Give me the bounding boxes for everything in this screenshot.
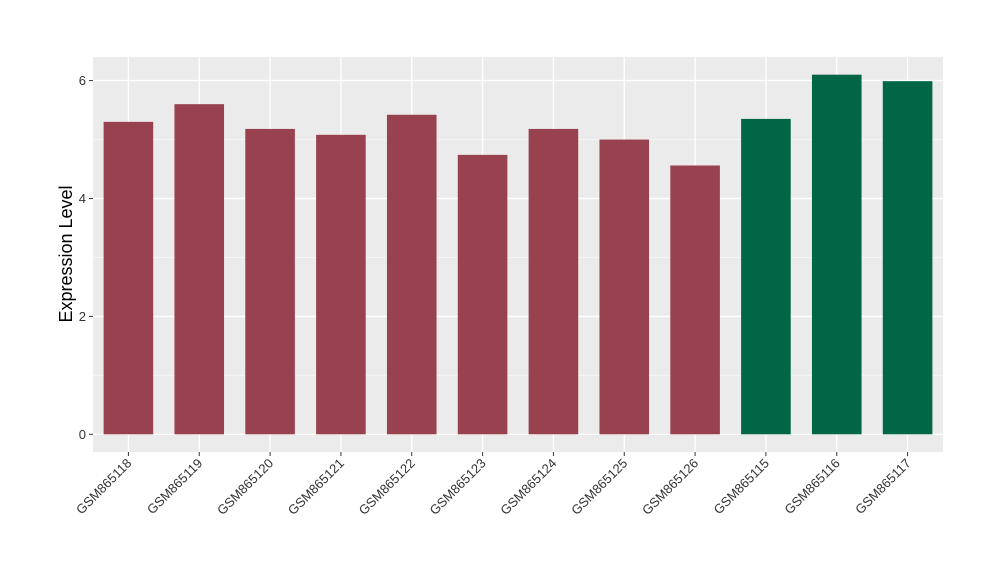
bar-GSM865119 <box>174 104 225 435</box>
minor-gridlines <box>93 139 943 376</box>
y-tick-label: 2 <box>79 309 86 324</box>
y-tick-label: 0 <box>79 427 86 442</box>
bar-GSM865120 <box>245 128 295 435</box>
bar-GSM865115 <box>741 118 791 435</box>
x-tick-label: GSM865123 <box>426 456 488 518</box>
bar-GSM865121 <box>316 134 366 435</box>
panel-background <box>93 57 943 452</box>
bar-GSM865124 <box>528 128 579 435</box>
x-tick-label: GSM865115 <box>710 456 772 518</box>
bar-GSM865116 <box>811 74 862 435</box>
bar-GSM865125 <box>599 139 650 435</box>
bar-GSM865126 <box>670 165 720 435</box>
y-axis: 0 2 4 6 <box>79 73 93 442</box>
x-axis: GSM865118 GSM865119 GSM865120 GSM865121 GSM8… <box>73 452 914 518</box>
y-axis-title: Expression Level <box>56 185 76 322</box>
x-tick-label: GSM865122 <box>356 456 418 518</box>
x-tick-label: GSM865125 <box>568 456 630 518</box>
bars <box>103 74 933 435</box>
y-tick-label: 4 <box>79 191 86 206</box>
x-tick-label: GSM865120 <box>214 456 276 518</box>
x-tick-label: GSM865116 <box>781 456 843 518</box>
bar-GSM865118 <box>103 121 154 435</box>
bar-GSM865117 <box>882 81 933 435</box>
x-tick-label: GSM865124 <box>497 456 559 518</box>
bar-GSM865122 <box>386 114 437 435</box>
x-tick-label: GSM865117 <box>852 456 914 518</box>
x-tick-label: GSM865126 <box>639 456 701 518</box>
x-tick-label: GSM865119 <box>144 456 206 518</box>
bar-GSM865123 <box>457 154 508 435</box>
x-tick-label: GSM865118 <box>73 456 135 518</box>
y-tick-label: 6 <box>79 73 86 88</box>
x-tick-label: GSM865121 <box>285 456 347 518</box>
